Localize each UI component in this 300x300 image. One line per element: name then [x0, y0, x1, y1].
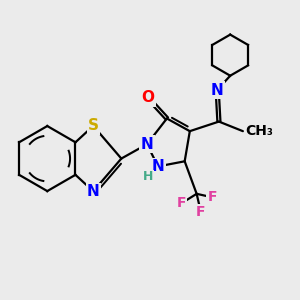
Text: N: N	[87, 184, 100, 199]
Text: O: O	[142, 91, 154, 106]
Text: F: F	[196, 205, 206, 219]
Text: N: N	[211, 82, 224, 98]
Text: S: S	[88, 118, 99, 134]
Text: H: H	[143, 170, 154, 183]
Text: F: F	[207, 190, 217, 204]
Text: CH₃: CH₃	[246, 124, 274, 138]
Text: N: N	[141, 137, 153, 152]
Text: N: N	[152, 159, 164, 174]
Text: F: F	[176, 196, 186, 210]
